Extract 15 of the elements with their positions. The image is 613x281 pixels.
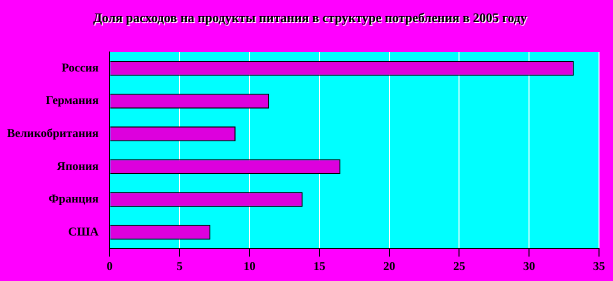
chart-title: Доля расходов на продукты питания в структуре потребления в 2005 году [92, 9, 528, 27]
x-tick-label: 35 [593, 258, 605, 273]
y-tick-label: Россия [62, 60, 100, 74]
x-tick-label: 30 [523, 258, 536, 273]
x-tick-label: 0 [106, 258, 113, 273]
y-tick-label: Франция [48, 192, 100, 206]
y-tick-label: Великобритания [6, 126, 100, 140]
x-tick-label: 15 [313, 258, 326, 273]
x-tick-label: 10 [243, 258, 256, 273]
y-tick-label: Германия [46, 93, 100, 108]
y-tick-label: Япония [56, 158, 100, 173]
y-tick-label: США [68, 224, 100, 238]
x-tick-label: 25 [453, 258, 466, 273]
x-tick-label: 5 [176, 258, 183, 273]
x-tick-label: 20 [383, 258, 396, 273]
